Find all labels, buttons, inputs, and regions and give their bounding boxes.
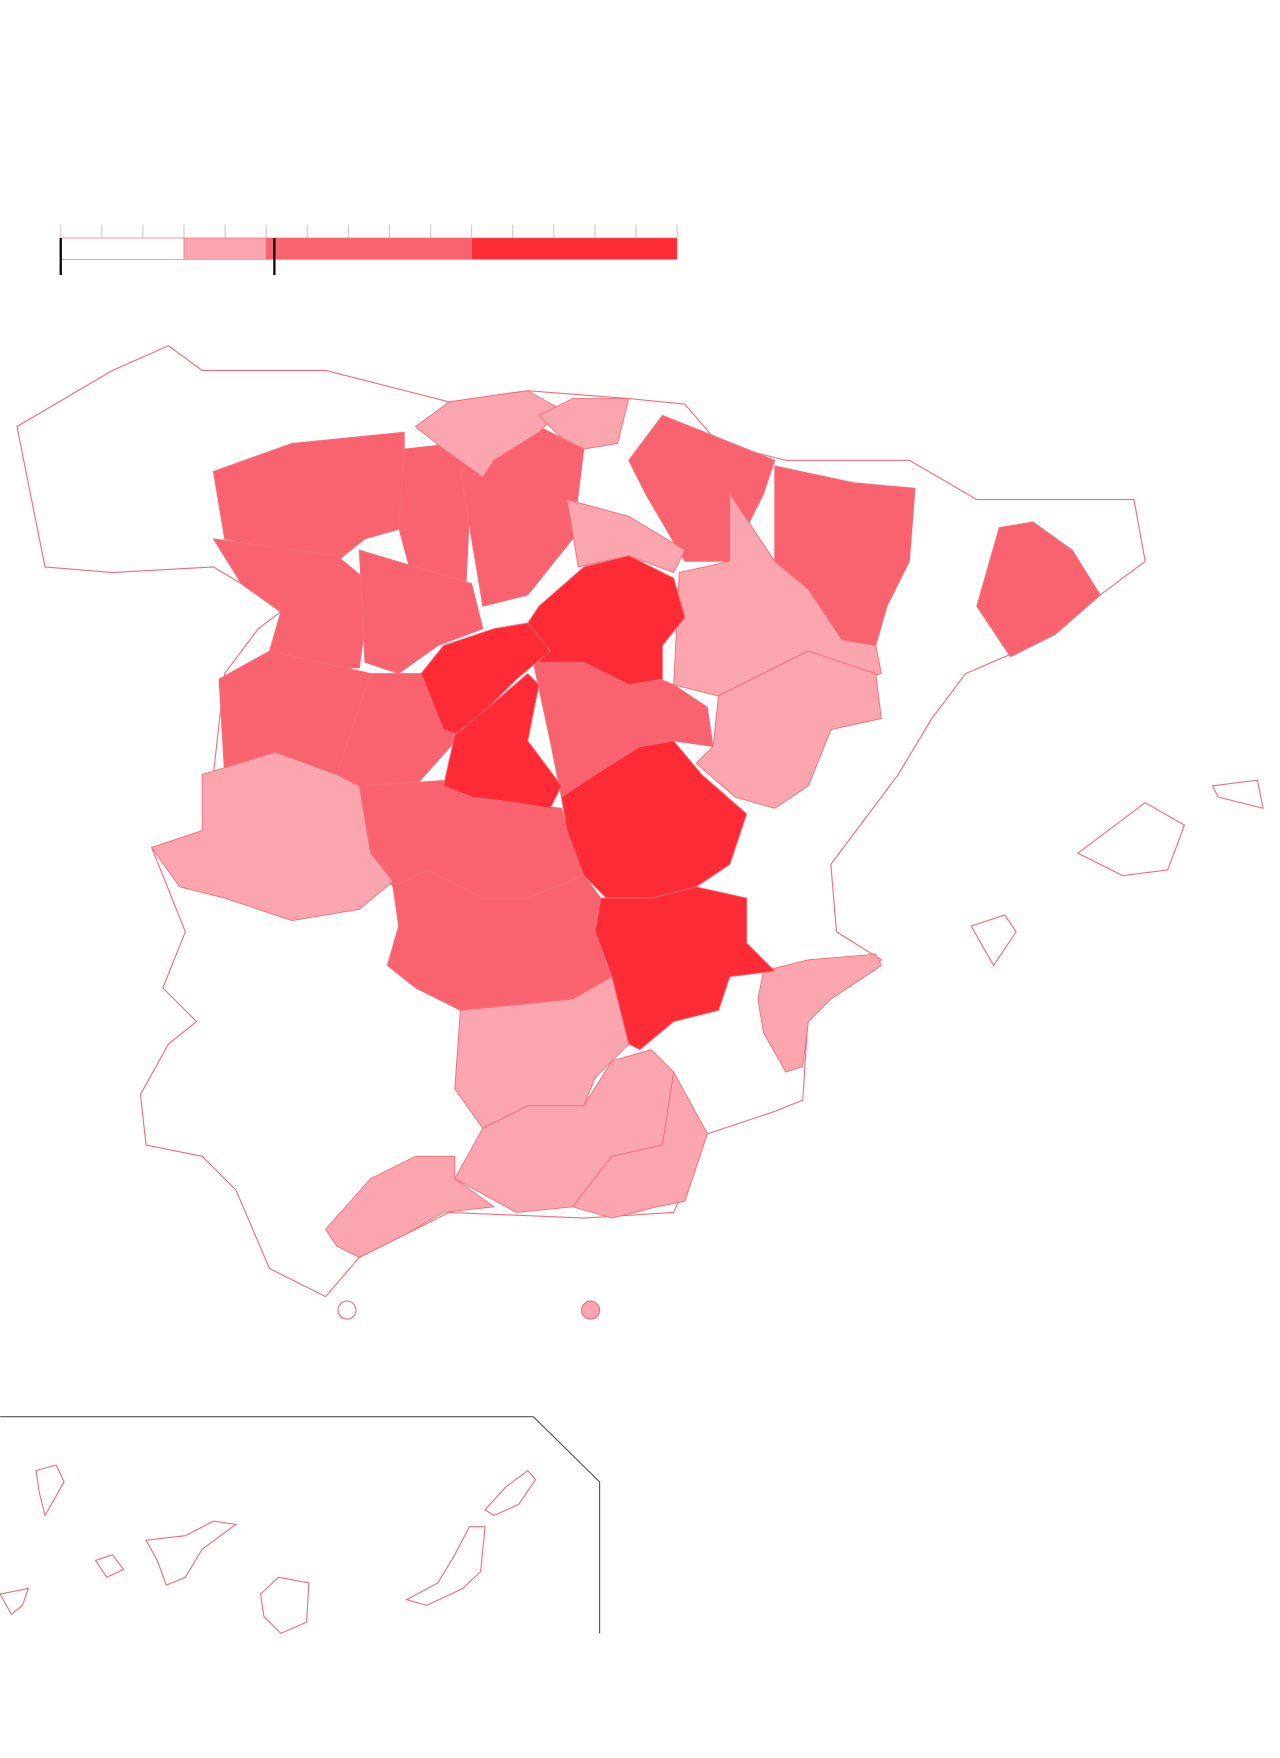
inset-frame bbox=[0, 1416, 601, 1634]
province-class-3 bbox=[560, 740, 748, 899]
province-class-1 bbox=[566, 498, 686, 574]
color-scale-legend bbox=[59, 224, 678, 276]
canary-island bbox=[145, 1520, 238, 1586]
bottom-legend bbox=[337, 1300, 601, 1320]
canary-island bbox=[0, 1587, 30, 1616]
province-class-2 bbox=[459, 426, 585, 607]
legend-bin bbox=[183, 237, 267, 260]
province-class-1 bbox=[695, 650, 882, 809]
canary-island bbox=[35, 1464, 65, 1518]
legend-circle bbox=[581, 1300, 601, 1320]
canary-island bbox=[259, 1576, 310, 1635]
province-class-1 bbox=[757, 953, 882, 1073]
legend-bin bbox=[60, 237, 185, 260]
canary-islands-inset bbox=[0, 1416, 601, 1635]
balearic-island bbox=[970, 914, 1017, 967]
province-class-1 bbox=[414, 390, 563, 478]
province-class-1 bbox=[150, 751, 394, 921]
province-class-3 bbox=[420, 622, 551, 736]
legend-bin bbox=[265, 237, 472, 260]
balearic-island bbox=[1211, 779, 1264, 810]
legend-circle bbox=[337, 1300, 357, 1320]
province-class-1 bbox=[454, 975, 630, 1129]
balearic-island bbox=[1076, 801, 1186, 877]
province-class-2 bbox=[358, 549, 484, 675]
province-class-1 bbox=[571, 1070, 708, 1219]
province-class-2 bbox=[976, 521, 1101, 658]
canary-island bbox=[484, 1469, 537, 1517]
legend-bin bbox=[471, 237, 678, 260]
province-class-3 bbox=[443, 672, 562, 809]
province-class-3 bbox=[594, 886, 776, 1051]
mainland-provinces bbox=[16, 345, 1146, 1298]
canary-island bbox=[404, 1526, 486, 1606]
canary-island bbox=[94, 1554, 125, 1578]
province-class-1 bbox=[538, 398, 630, 450]
province-class-1 bbox=[325, 1155, 496, 1258]
islands bbox=[970, 779, 1264, 967]
